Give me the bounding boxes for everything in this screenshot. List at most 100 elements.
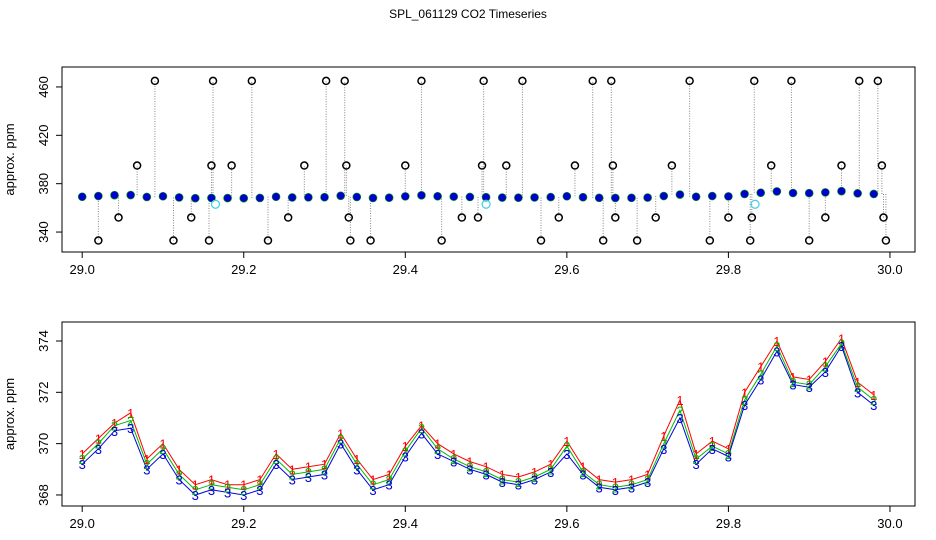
- point: [208, 76, 218, 86]
- point: [497, 193, 507, 202]
- point-marker: 3: [547, 465, 554, 480]
- point: [255, 193, 265, 203]
- point-marker: 2: [143, 457, 150, 472]
- point-marker: 3: [224, 485, 231, 500]
- point: [598, 236, 608, 245]
- point: [449, 192, 459, 201]
- point-marker: 3: [386, 478, 393, 493]
- point-marker: 3: [369, 483, 376, 498]
- y-tick-label: 368: [36, 484, 51, 506]
- point: [114, 213, 123, 222]
- point: [747, 213, 757, 222]
- point-marker: 1: [612, 475, 619, 490]
- point-marker: 1: [95, 432, 102, 447]
- point-marker: 3: [337, 437, 344, 452]
- y-tick-label: 374: [36, 330, 51, 352]
- point: [300, 161, 309, 170]
- x-tick-label: 29.8: [716, 262, 741, 277]
- point-marker: 2: [789, 375, 796, 390]
- point-marker: 1: [289, 462, 296, 477]
- point: [570, 161, 580, 170]
- x-tick-label: 29.4: [393, 262, 418, 277]
- point: [881, 236, 891, 245]
- point-marker: 1: [176, 462, 183, 477]
- point-marker: 3: [434, 447, 441, 462]
- point: [271, 192, 281, 202]
- point: [207, 161, 216, 170]
- point: [132, 161, 142, 170]
- point-marker: 2: [159, 442, 166, 457]
- point-marker: 3: [418, 426, 425, 441]
- point-marker: 2: [450, 452, 457, 467]
- point: [457, 213, 467, 222]
- point: [142, 192, 152, 202]
- point-marker: 1: [757, 360, 764, 375]
- point-marker: 3: [563, 447, 570, 462]
- point-marker: 3: [176, 473, 183, 488]
- point-marker: 1: [725, 442, 732, 457]
- point-marker: 2: [434, 442, 441, 457]
- point-marker: 1: [676, 393, 683, 408]
- point: [207, 193, 216, 203]
- point-marker: 1: [111, 416, 118, 431]
- point: [77, 192, 87, 202]
- point: [158, 191, 168, 201]
- point: [94, 191, 103, 201]
- point-marker: 2: [353, 457, 360, 472]
- point: [740, 189, 749, 199]
- point-marker: 3: [289, 473, 296, 488]
- point-marker: 1: [353, 452, 360, 467]
- point-marker: 3: [143, 462, 150, 477]
- plot-frame: [61, 66, 916, 253]
- point: [283, 213, 293, 222]
- point-marker: 2: [79, 452, 86, 467]
- point-marker: 2: [741, 393, 748, 408]
- y-axis-label: approx. ppm: [2, 378, 17, 450]
- x-tick-label: 29.2: [231, 516, 256, 531]
- point-marker: 1: [870, 388, 877, 403]
- point: [169, 236, 178, 245]
- point: [724, 213, 733, 222]
- point: [611, 213, 620, 222]
- point-marker: 1: [628, 473, 635, 488]
- point-marker: 1: [596, 473, 603, 488]
- point: [588, 76, 597, 86]
- point: [705, 236, 715, 245]
- point: [174, 193, 184, 202]
- series-line: [81, 337, 875, 486]
- point-marker: 3: [272, 457, 279, 472]
- point-marker: 1: [402, 439, 409, 454]
- point: [821, 188, 830, 197]
- point-marker: 1: [563, 434, 570, 449]
- point: [788, 188, 798, 198]
- point: [707, 191, 717, 201]
- point-marker: 1: [418, 419, 425, 434]
- point-marker: 3: [741, 398, 748, 413]
- point: [227, 161, 236, 170]
- point-marker: 2: [870, 393, 877, 408]
- point: [94, 236, 103, 245]
- point: [691, 192, 701, 202]
- point-marker: 2: [466, 460, 473, 475]
- point: [263, 236, 273, 245]
- point: [608, 161, 618, 170]
- point: [873, 76, 883, 86]
- point-marker: 2: [515, 475, 522, 490]
- chart-title: SPL_061129 CO2 Timeseries: [389, 7, 547, 21]
- point: [342, 161, 351, 170]
- point: [611, 193, 620, 203]
- point-marker: 3: [515, 478, 522, 493]
- y-tick-label: 372: [36, 381, 51, 403]
- y-axis-label: approx. ppm: [2, 123, 17, 195]
- point-marker: 2: [725, 447, 732, 462]
- point: [632, 236, 642, 245]
- point: [465, 192, 475, 202]
- point: [344, 213, 354, 222]
- point-marker: 1: [660, 429, 667, 444]
- point-marker: 1: [773, 334, 780, 349]
- point: [518, 76, 527, 86]
- point-marker: 2: [692, 452, 699, 467]
- point-marker: 3: [499, 475, 506, 490]
- point: [204, 236, 214, 245]
- point: [756, 188, 766, 198]
